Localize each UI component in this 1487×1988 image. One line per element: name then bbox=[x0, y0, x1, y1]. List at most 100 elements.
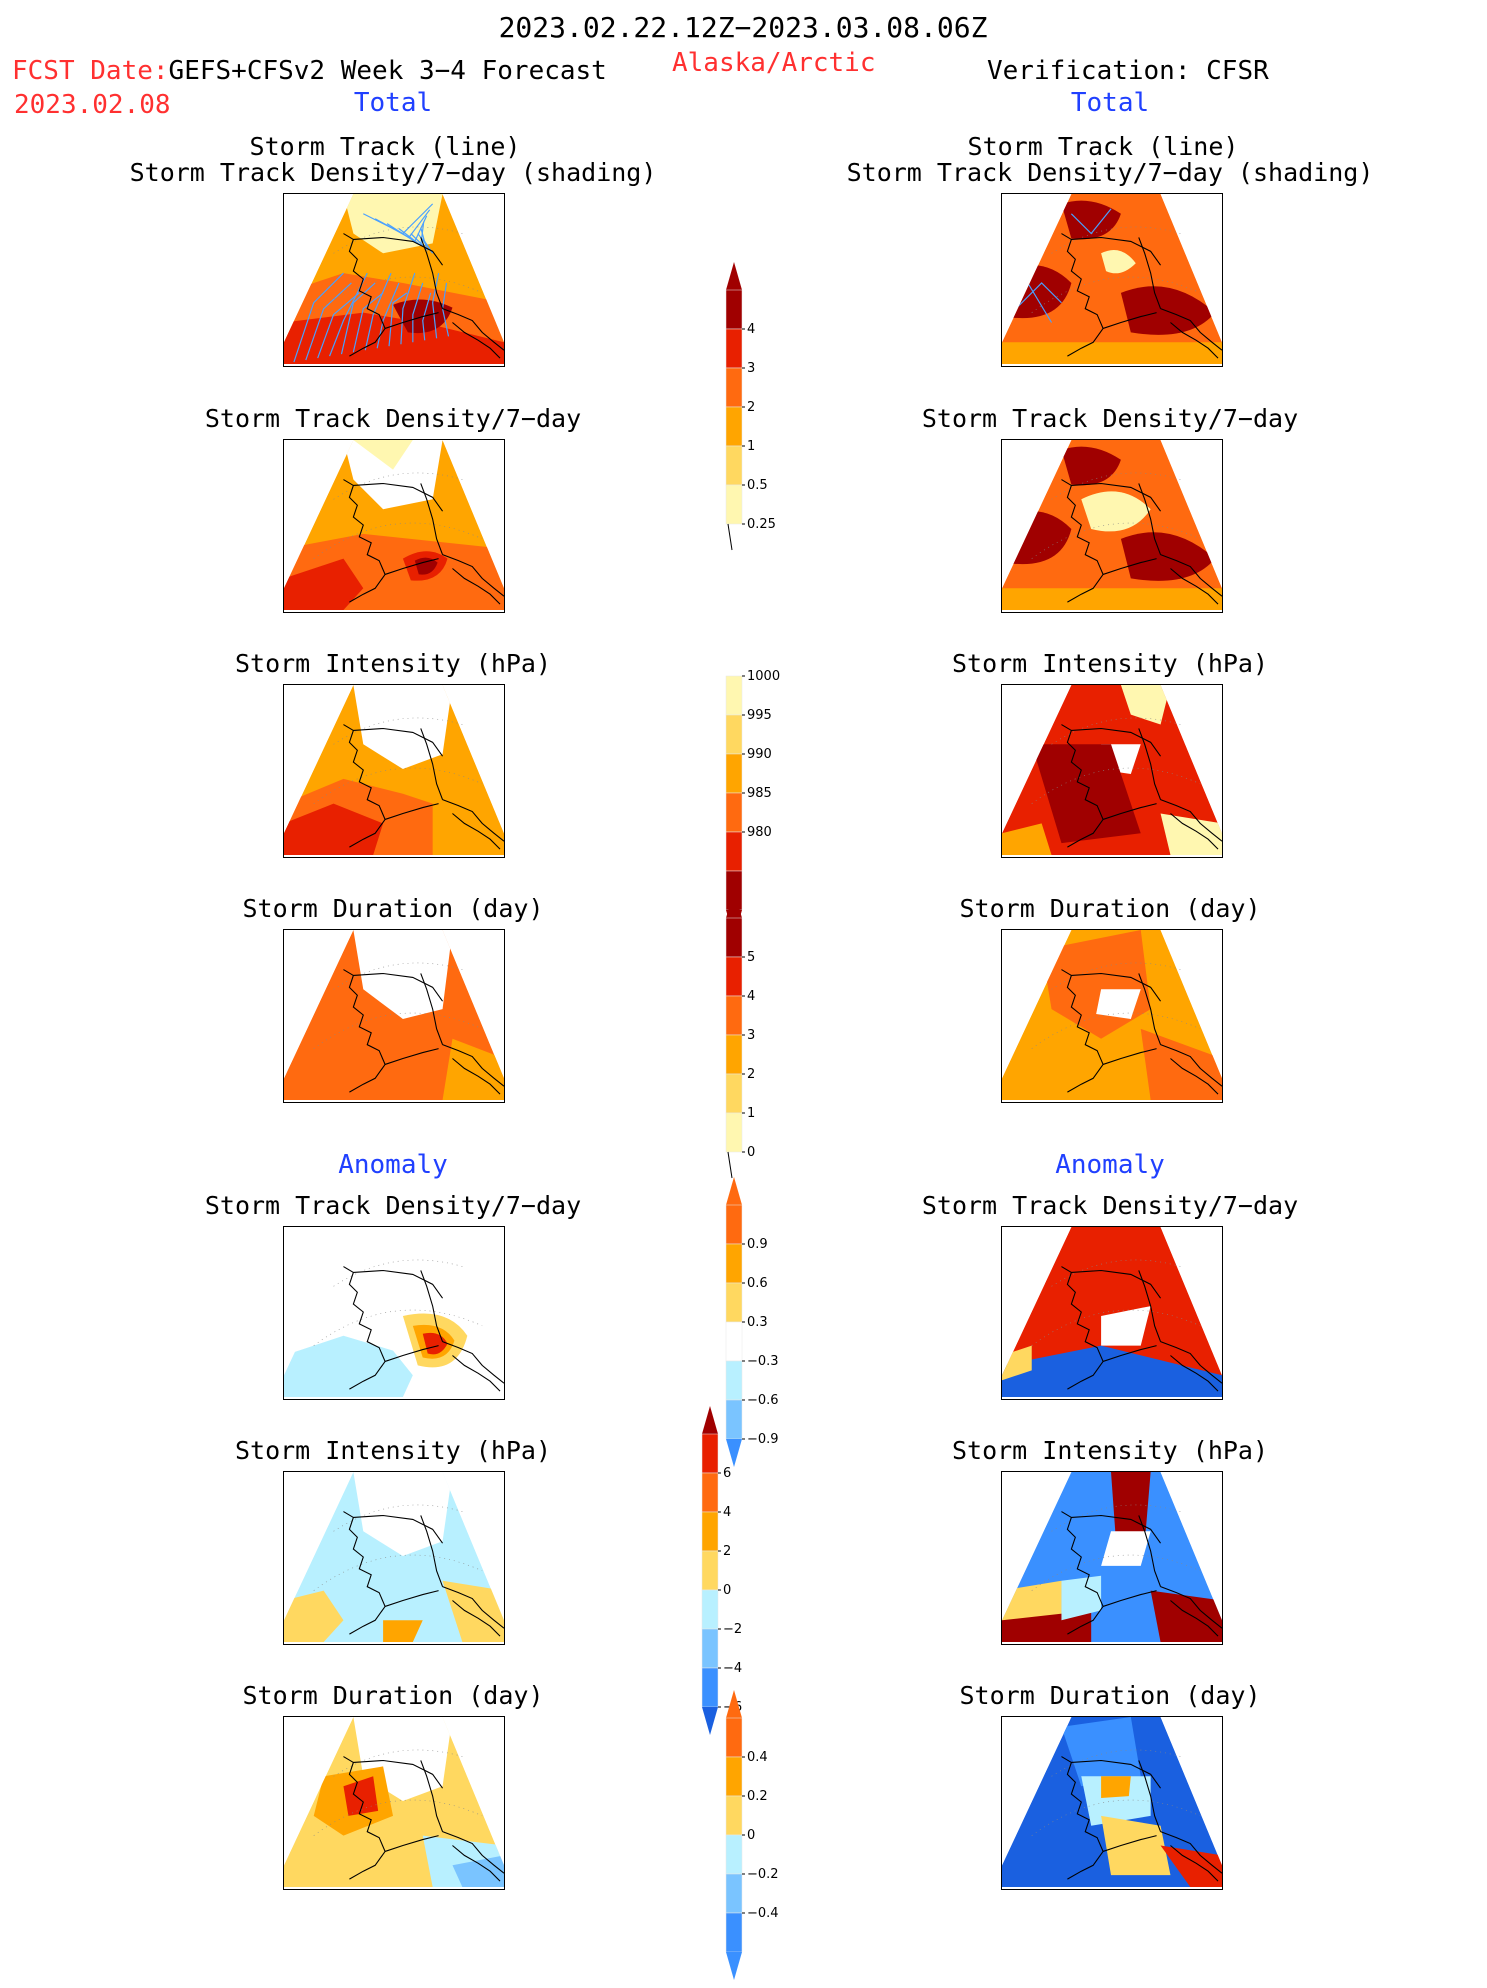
colorbar-segment bbox=[725, 1282, 743, 1323]
colorbar-segment bbox=[725, 1243, 743, 1284]
colorbar-segment bbox=[701, 1550, 719, 1591]
colorbar-duration: 5 4 3 2 1 0 bbox=[718, 890, 778, 1188]
shading-region bbox=[1061, 1717, 1141, 1787]
colorbar-tick-label: −0.3 bbox=[747, 1354, 779, 1369]
colorbar-top-arrow bbox=[702, 1406, 718, 1434]
shading-region bbox=[1061, 200, 1121, 240]
map-left-anom-duration bbox=[283, 1716, 505, 1890]
shading-region bbox=[284, 312, 504, 365]
shading-region bbox=[1061, 1575, 1102, 1621]
coastline bbox=[1061, 233, 1222, 359]
colorbar-segment bbox=[725, 995, 743, 1036]
shading-region bbox=[1101, 1531, 1151, 1566]
colorbar-tick-label: −0.4 bbox=[747, 1906, 779, 1921]
colorbar-segment bbox=[725, 956, 743, 997]
colorbar-tick-label: 0.4 bbox=[747, 1750, 768, 1765]
shading-region bbox=[1096, 989, 1141, 1019]
colorbar-segment bbox=[701, 1667, 719, 1708]
colorbar-tick-label: 3 bbox=[747, 1028, 755, 1043]
colorbar-segment bbox=[725, 1795, 743, 1836]
colorbar-tick-label: 0.2 bbox=[747, 1789, 768, 1804]
map-right-intensity bbox=[1001, 684, 1223, 858]
shading-region bbox=[1002, 1345, 1222, 1398]
coastline bbox=[1061, 1266, 1222, 1392]
graticule bbox=[1031, 1504, 1201, 1591]
colorbar-tick-label: 0 bbox=[723, 1583, 731, 1598]
shading-region bbox=[343, 440, 443, 510]
right-anom-duration-title: Storm Duration (day) bbox=[959, 1681, 1261, 1710]
fcst-date: 2023.02.08 bbox=[14, 90, 171, 120]
shading-region bbox=[1140, 1028, 1222, 1101]
colorbar-tick-label: −0.2 bbox=[747, 1867, 779, 1882]
colorbar-segment bbox=[725, 1717, 743, 1758]
shading-region bbox=[383, 1620, 423, 1643]
graticule bbox=[313, 1259, 483, 1346]
colorbar-density: 4 3 2 1 0.5 0.25 bbox=[718, 262, 778, 560]
graticule bbox=[313, 1749, 483, 1836]
left-total-label: Total bbox=[353, 88, 433, 118]
shading-region bbox=[284, 558, 364, 611]
colorbar-tick-label: 4 bbox=[723, 1505, 731, 1520]
coastline bbox=[343, 724, 504, 850]
left-track-title-1: Storm Track (line) bbox=[249, 132, 521, 161]
colorbar-tick-label: −4 bbox=[723, 1661, 742, 1676]
coastline bbox=[1061, 1756, 1222, 1882]
map-left-track bbox=[283, 193, 505, 367]
shading-region bbox=[353, 440, 413, 470]
coastline bbox=[1061, 969, 1222, 1095]
colorbar-tick-label: 0.6 bbox=[747, 1276, 768, 1291]
colorbar-segment bbox=[701, 1511, 719, 1552]
colorbar-segment bbox=[725, 1360, 743, 1401]
colorbar-tick-label: 995 bbox=[747, 708, 772, 723]
colorbar-tick-label: 1 bbox=[747, 1106, 755, 1121]
left-anomaly-label: Anomaly bbox=[338, 1150, 448, 1180]
coastline bbox=[1061, 724, 1222, 850]
colorbar-tick-label: 985 bbox=[747, 786, 772, 801]
map-left-density bbox=[283, 439, 505, 613]
colorbar-segment bbox=[701, 1433, 719, 1474]
left-track-title-2: Storm Track Density/7−day (shading) bbox=[129, 158, 657, 187]
colorbar-segment bbox=[725, 367, 743, 408]
right-density-title: Storm Track Density/7−day bbox=[921, 404, 1299, 433]
colorbar-tick-label: −2 bbox=[723, 1622, 742, 1637]
graticule bbox=[1031, 226, 1201, 313]
left-duration-title: Storm Duration (day) bbox=[242, 894, 544, 923]
shading-region bbox=[343, 1776, 379, 1816]
shading-region bbox=[1002, 823, 1052, 856]
colorbar-tick-label: 5 bbox=[747, 950, 755, 965]
coastline bbox=[343, 1266, 504, 1392]
graticule bbox=[313, 472, 483, 559]
colorbar-segment bbox=[725, 1034, 743, 1075]
shading-region bbox=[1101, 250, 1136, 274]
colorbar-top-arrow bbox=[726, 1177, 742, 1205]
colorbar-tick-label: 4 bbox=[747, 989, 755, 1004]
colorbar-tick-label: 3 bbox=[747, 361, 755, 376]
shading-region bbox=[1101, 1815, 1171, 1876]
map-left-anom-intensity bbox=[283, 1471, 505, 1645]
graticule bbox=[1031, 962, 1201, 1049]
right-anom-density-title: Storm Track Density/7−day bbox=[921, 1191, 1299, 1220]
left-anom-density-title: Storm Track Density/7−day bbox=[204, 1191, 582, 1220]
right-anom-intensity-title: Storm Intensity (hPa) bbox=[951, 1436, 1269, 1465]
colorbar-tail bbox=[727, 1151, 733, 1179]
colorbar-tick-label: 4 bbox=[747, 322, 755, 337]
colorbar-duration-anomaly: 0.4 0.2 0 −0.2 −0.4 bbox=[718, 1690, 779, 1988]
map-right-track bbox=[1001, 193, 1223, 367]
colorbar-top-arrow bbox=[726, 262, 742, 290]
shading-region bbox=[1002, 588, 1222, 611]
shading-region bbox=[284, 1590, 344, 1643]
colorbar-segment bbox=[701, 1472, 719, 1513]
left-intensity-title: Storm Intensity (hPa) bbox=[234, 649, 552, 678]
colorbar-segment bbox=[725, 1073, 743, 1114]
shading-region bbox=[442, 1038, 504, 1101]
colorbar-bottom-arrow bbox=[726, 1952, 742, 1980]
left-anom-duration-title: Storm Duration (day) bbox=[242, 1681, 544, 1710]
shading-region bbox=[1081, 1776, 1151, 1826]
graticule bbox=[1031, 1259, 1201, 1346]
shading-region bbox=[1081, 491, 1151, 532]
right-track-title-2: Storm Track Density/7−day (shading) bbox=[846, 158, 1374, 187]
shading-region bbox=[1160, 1845, 1222, 1888]
graticule bbox=[313, 717, 483, 804]
left-anom-intensity-title: Storm Intensity (hPa) bbox=[234, 1436, 552, 1465]
date-range-title: 2023.02.22.12Z−2023.03.08.06Z bbox=[498, 11, 988, 44]
